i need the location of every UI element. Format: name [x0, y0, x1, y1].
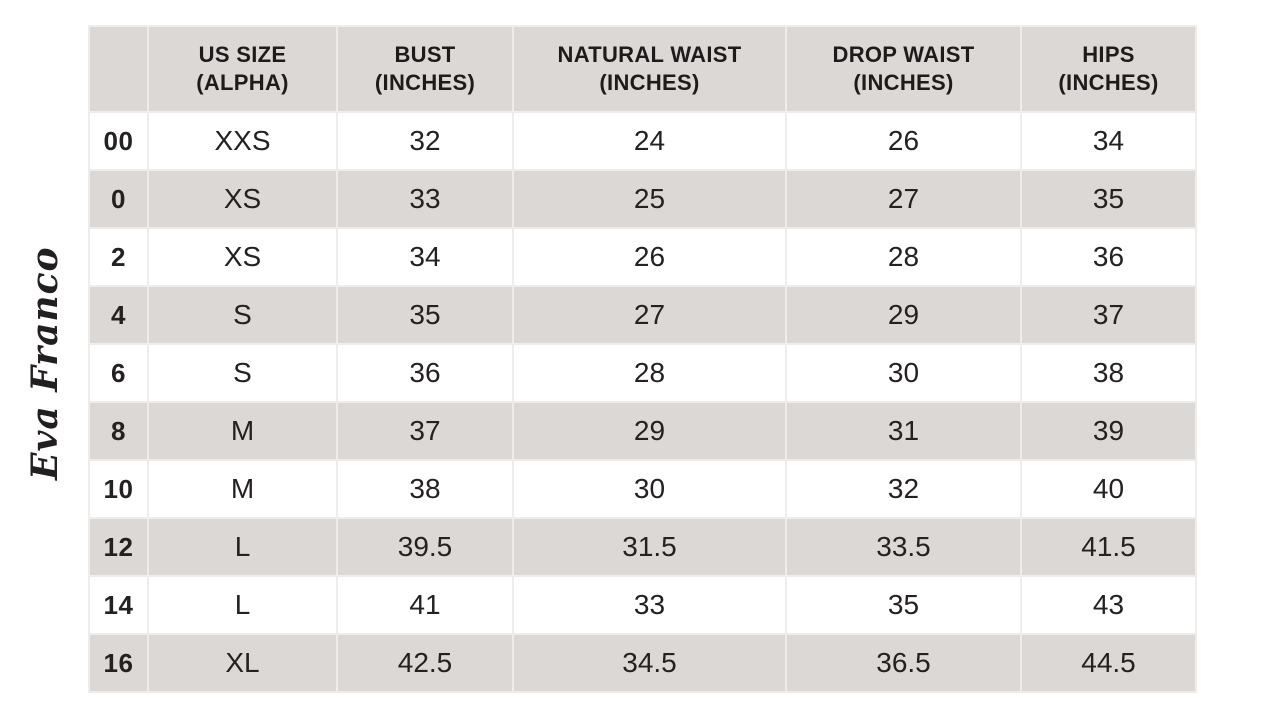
cell-us-size-number: 6 [90, 345, 147, 401]
cell-bust: 36 [338, 345, 512, 401]
header-cell-natural-waist: NATURAL WAIST (INCHES) [514, 27, 785, 111]
cell-hips: 36 [1022, 229, 1195, 285]
cell-alpha-size: L [149, 577, 336, 633]
cell-natural-waist: 33 [514, 577, 785, 633]
cell-alpha-size: XXS [149, 113, 336, 169]
cell-bust: 39.5 [338, 519, 512, 575]
cell-us-size-number: 14 [90, 577, 147, 633]
cell-hips: 44.5 [1022, 635, 1195, 691]
table-row: 0 XS 33 25 27 35 [90, 171, 1195, 227]
cell-us-size-number: 00 [90, 113, 147, 169]
header-cell-hips: HIPS (INCHES) [1022, 27, 1195, 111]
cell-alpha-size: S [149, 345, 336, 401]
header-cell-drop-waist: DROP WAIST (INCHES) [787, 27, 1020, 111]
cell-natural-waist: 25 [514, 171, 785, 227]
cell-drop-waist: 35 [787, 577, 1020, 633]
size-chart: US SIZE (ALPHA) BUST (INCHES) NATURAL WA… [88, 25, 1197, 693]
cell-hips: 39 [1022, 403, 1195, 459]
header-cell-empty [90, 27, 147, 111]
header-cell-us-size: US SIZE (ALPHA) [149, 27, 336, 111]
cell-drop-waist: 31 [787, 403, 1020, 459]
cell-hips: 40 [1022, 461, 1195, 517]
cell-us-size-number: 2 [90, 229, 147, 285]
cell-us-size-number: 16 [90, 635, 147, 691]
table-row: 10 M 38 30 32 40 [90, 461, 1195, 517]
table-row: 12 L 39.5 31.5 33.5 41.5 [90, 519, 1195, 575]
cell-natural-waist: 30 [514, 461, 785, 517]
cell-hips: 37 [1022, 287, 1195, 343]
cell-natural-waist: 27 [514, 287, 785, 343]
cell-alpha-size: XS [149, 171, 336, 227]
cell-drop-waist: 28 [787, 229, 1020, 285]
table-row: 6 S 36 28 30 38 [90, 345, 1195, 401]
table-row: 14 L 41 33 35 43 [90, 577, 1195, 633]
header-row: US SIZE (ALPHA) BUST (INCHES) NATURAL WA… [90, 27, 1195, 111]
table-row: 16 XL 42.5 34.5 36.5 44.5 [90, 635, 1195, 691]
cell-natural-waist: 24 [514, 113, 785, 169]
cell-hips: 34 [1022, 113, 1195, 169]
table-row: 4 S 35 27 29 37 [90, 287, 1195, 343]
cell-us-size-number: 12 [90, 519, 147, 575]
cell-alpha-size: XL [149, 635, 336, 691]
cell-bust: 38 [338, 461, 512, 517]
cell-hips: 41.5 [1022, 519, 1195, 575]
cell-us-size-number: 4 [90, 287, 147, 343]
cell-bust: 35 [338, 287, 512, 343]
cell-alpha-size: M [149, 403, 336, 459]
cell-drop-waist: 32 [787, 461, 1020, 517]
cell-bust: 42.5 [338, 635, 512, 691]
cell-drop-waist: 27 [787, 171, 1020, 227]
cell-drop-waist: 30 [787, 345, 1020, 401]
cell-natural-waist: 29 [514, 403, 785, 459]
cell-natural-waist: 28 [514, 345, 785, 401]
cell-bust: 32 [338, 113, 512, 169]
cell-bust: 33 [338, 171, 512, 227]
cell-hips: 38 [1022, 345, 1195, 401]
header-label: NATURAL WAIST [557, 42, 742, 67]
header-label: US SIZE [198, 42, 287, 67]
cell-alpha-size: M [149, 461, 336, 517]
cell-natural-waist: 31.5 [514, 519, 785, 575]
cell-hips: 35 [1022, 171, 1195, 227]
cell-hips: 43 [1022, 577, 1195, 633]
cell-drop-waist: 33.5 [787, 519, 1020, 575]
cell-bust: 37 [338, 403, 512, 459]
table-row: 2 XS 34 26 28 36 [90, 229, 1195, 285]
cell-natural-waist: 34.5 [514, 635, 785, 691]
header-sublabel: (ALPHA) [196, 70, 289, 95]
header-sublabel: (INCHES) [599, 70, 700, 95]
header-sublabel: (INCHES) [1058, 70, 1159, 95]
table-row: 00 XXS 32 24 26 34 [90, 113, 1195, 169]
cell-drop-waist: 26 [787, 113, 1020, 169]
header-cell-bust: BUST (INCHES) [338, 27, 512, 111]
cell-alpha-size: S [149, 287, 336, 343]
cell-natural-waist: 26 [514, 229, 785, 285]
header-sublabel: (INCHES) [853, 70, 954, 95]
cell-alpha-size: L [149, 519, 336, 575]
size-chart-table: US SIZE (ALPHA) BUST (INCHES) NATURAL WA… [88, 25, 1197, 693]
header-sublabel: (INCHES) [374, 70, 476, 95]
header-label: BUST [394, 42, 456, 67]
cell-drop-waist: 36.5 [787, 635, 1020, 691]
cell-alpha-size: XS [149, 229, 336, 285]
brand-logo-text: Eva Franco [24, 246, 66, 480]
brand-logo: Eva Franco [19, 246, 71, 480]
cell-drop-waist: 29 [787, 287, 1020, 343]
header-label: HIPS [1082, 42, 1135, 67]
cell-us-size-number: 10 [90, 461, 147, 517]
table-row: 8 M 37 29 31 39 [90, 403, 1195, 459]
cell-bust: 41 [338, 577, 512, 633]
cell-us-size-number: 8 [90, 403, 147, 459]
cell-bust: 34 [338, 229, 512, 285]
cell-us-size-number: 0 [90, 171, 147, 227]
header-label: DROP WAIST [832, 42, 975, 67]
